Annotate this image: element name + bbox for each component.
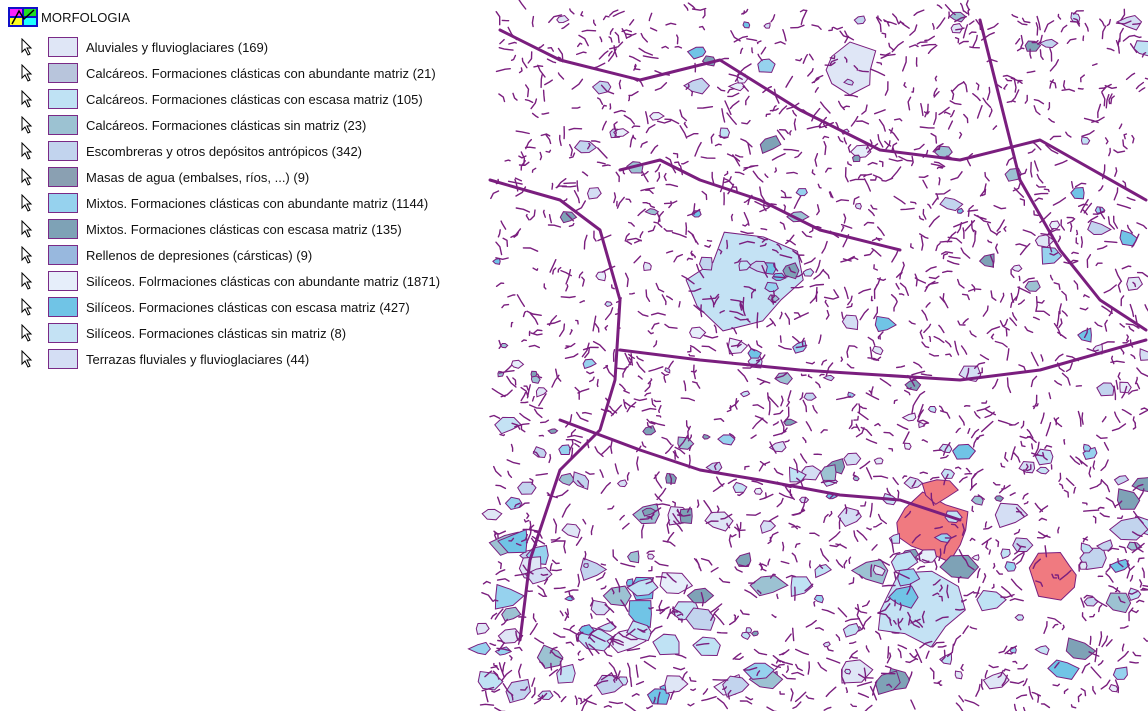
legend-label: Masas de agua (embalses, ríos, ...) (9) bbox=[86, 170, 309, 185]
layer-icon bbox=[8, 7, 38, 27]
pointer-cursor-icon bbox=[20, 142, 34, 160]
pointer-cursor-icon bbox=[20, 38, 34, 56]
legend-label: Calcáreos. Formaciones clásticas con abu… bbox=[86, 66, 436, 81]
legend-label: Calcáreos. Formaciones clásticas sin mat… bbox=[86, 118, 366, 133]
legend-swatch bbox=[48, 245, 78, 265]
legend-item[interactable]: Silíceos. Folrmaciones clásticas con abu… bbox=[20, 269, 440, 293]
legend-item[interactable]: Escombreras y otros depósitos antrópicos… bbox=[20, 139, 362, 163]
legend-swatch bbox=[48, 89, 78, 109]
legend-swatch bbox=[48, 349, 78, 369]
legend-item[interactable]: Calcáreos. Formaciones clásticas con abu… bbox=[20, 61, 436, 85]
legend-swatch bbox=[48, 219, 78, 239]
pointer-cursor-icon bbox=[20, 90, 34, 108]
legend-label: Terrazas fluviales y fluvioglaciares (44… bbox=[86, 352, 309, 367]
legend-item[interactable]: Masas de agua (embalses, ríos, ...) (9) bbox=[20, 165, 309, 189]
pointer-cursor-icon bbox=[20, 324, 34, 342]
legend-item[interactable]: Rellenos de depresiones (cársticas) (9) bbox=[20, 243, 312, 267]
pointer-cursor-icon bbox=[20, 298, 34, 316]
legend-swatch bbox=[48, 323, 78, 343]
legend-swatch bbox=[48, 167, 78, 187]
legend-swatch bbox=[48, 37, 78, 57]
legend-swatch bbox=[48, 193, 78, 213]
legend-label: Silíceos. Formaciones clásticas sin matr… bbox=[86, 326, 346, 341]
legend-label: Calcáreos. Formaciones clásticas con esc… bbox=[86, 92, 423, 107]
legend-item[interactable]: Calcáreos. Formaciones clásticas sin mat… bbox=[20, 113, 366, 137]
pointer-cursor-icon bbox=[20, 350, 34, 368]
legend-item[interactable]: Aluviales y fluvioglaciares (169) bbox=[20, 35, 268, 59]
pointer-cursor-icon bbox=[20, 64, 34, 82]
pointer-cursor-icon bbox=[20, 272, 34, 290]
legend-label: Mixtos. Formaciones clásticas con abunda… bbox=[86, 196, 428, 211]
legend-swatch bbox=[48, 271, 78, 291]
pointer-cursor-icon bbox=[20, 246, 34, 264]
legend-item[interactable]: Calcáreos. Formaciones clásticas con esc… bbox=[20, 87, 423, 111]
legend-item[interactable]: Silíceos. Formaciones clásticas sin matr… bbox=[20, 321, 346, 345]
legend-label: Rellenos de depresiones (cársticas) (9) bbox=[86, 248, 312, 263]
legend-item[interactable]: Terrazas fluviales y fluvioglaciares (44… bbox=[20, 347, 309, 371]
legend-label: Escombreras y otros depósitos antrópicos… bbox=[86, 144, 362, 159]
legend-item[interactable]: Mixtos. Formaciones clásticas con abunda… bbox=[20, 191, 428, 215]
legend-swatch bbox=[48, 63, 78, 83]
legend-label: Silíceos. Formaciones clásticas con esca… bbox=[86, 300, 410, 315]
layer-title-row[interactable]: MORFOLOGIA bbox=[8, 6, 130, 28]
legend-item[interactable]: Silíceos. Formaciones clásticas con esca… bbox=[20, 295, 410, 319]
legend-item[interactable]: Mixtos. Formaciones clásticas con escasa… bbox=[20, 217, 402, 241]
legend-swatch bbox=[48, 297, 78, 317]
legend-swatch bbox=[48, 115, 78, 135]
pointer-cursor-icon bbox=[20, 168, 34, 186]
layer-title: MORFOLOGIA bbox=[41, 10, 130, 25]
legend-label: Aluviales y fluvioglaciares (169) bbox=[86, 40, 268, 55]
pointer-cursor-icon bbox=[20, 116, 34, 134]
legend-label: Silíceos. Folrmaciones clásticas con abu… bbox=[86, 274, 440, 289]
pointer-cursor-icon bbox=[20, 220, 34, 238]
legend-swatch bbox=[48, 141, 78, 161]
pointer-cursor-icon bbox=[20, 194, 34, 212]
legend-label: Mixtos. Formaciones clásticas con escasa… bbox=[86, 222, 402, 237]
